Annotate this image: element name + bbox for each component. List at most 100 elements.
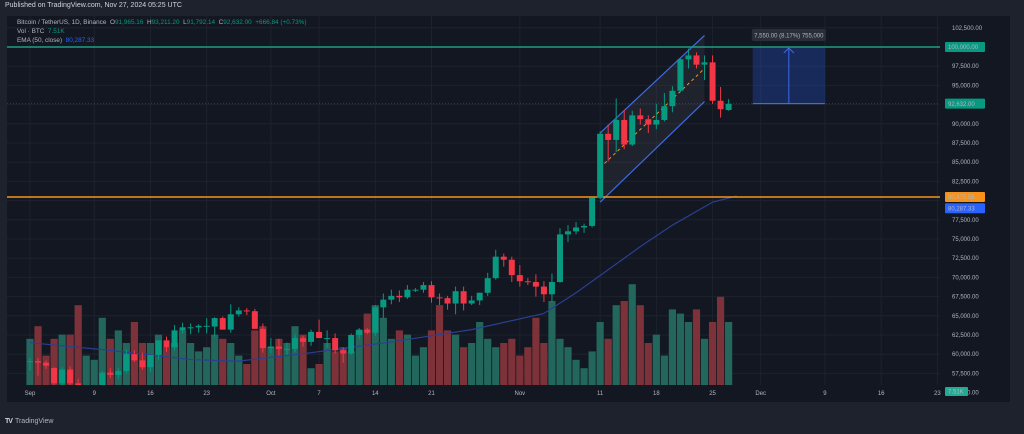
candle-body[interactable] bbox=[573, 227, 580, 232]
candle-body[interactable] bbox=[51, 368, 58, 384]
candle-body[interactable] bbox=[115, 371, 122, 375]
candle-body[interactable] bbox=[300, 338, 307, 342]
candle-body[interactable] bbox=[524, 281, 531, 283]
candle-body[interactable] bbox=[227, 314, 234, 330]
candle-body[interactable] bbox=[404, 289, 411, 298]
candle-body[interactable] bbox=[195, 325, 202, 328]
candle-body[interactable] bbox=[677, 59, 684, 91]
candle-body[interactable] bbox=[476, 292, 483, 301]
candle-body[interactable] bbox=[243, 310, 250, 312]
candle-body[interactable] bbox=[291, 338, 298, 349]
volume-bar bbox=[604, 338, 612, 385]
candle-body[interactable] bbox=[356, 329, 363, 335]
candle-body[interactable] bbox=[35, 361, 42, 363]
candle-body[interactable] bbox=[412, 289, 419, 291]
candle-body[interactable] bbox=[171, 330, 178, 348]
candle-body[interactable] bbox=[187, 327, 194, 329]
candle-body[interactable] bbox=[332, 338, 339, 351]
candle-body[interactable] bbox=[147, 354, 154, 368]
candle-body[interactable] bbox=[107, 372, 114, 375]
candle-body[interactable] bbox=[548, 282, 555, 295]
candle-body[interactable] bbox=[139, 360, 146, 368]
candle-body[interactable] bbox=[605, 133, 612, 140]
candle-body[interactable] bbox=[669, 90, 676, 107]
candle-body[interactable] bbox=[396, 295, 403, 298]
candle-body[interactable] bbox=[267, 346, 274, 349]
published-caption: Published on TradingView.com, Nov 27, 20… bbox=[5, 2, 182, 9]
candle-body[interactable] bbox=[460, 291, 467, 304]
candle-body[interactable] bbox=[428, 285, 435, 298]
price-chart[interactable]: 7,550.00 (8.17%) 755,000 102,500.00 100,00… bbox=[7, 16, 1010, 402]
candle-body[interactable] bbox=[99, 372, 106, 392]
chart-pane[interactable]: 7,550.00 (8.17%) 755,000 102,500.00 100,00… bbox=[7, 16, 1010, 402]
candle-body[interactable] bbox=[693, 55, 700, 65]
candle-body[interactable] bbox=[123, 354, 130, 372]
candle-body[interactable] bbox=[251, 311, 258, 329]
candle-body[interactable] bbox=[316, 331, 323, 339]
candle-body[interactable] bbox=[131, 354, 138, 361]
candle-body[interactable] bbox=[59, 369, 66, 384]
candle-body[interactable] bbox=[380, 299, 387, 308]
candle-body[interactable] bbox=[308, 331, 315, 342]
candle-body[interactable] bbox=[621, 119, 628, 145]
candle-body[interactable] bbox=[364, 329, 371, 333]
candle-body[interactable] bbox=[420, 285, 427, 290]
channel-upper-line[interactable] bbox=[599, 35, 705, 134]
candle-body[interactable] bbox=[532, 282, 539, 287]
candle-body[interactable] bbox=[283, 348, 290, 350]
ema-legend[interactable]: EMA (50, close) 80,287.33 bbox=[17, 37, 95, 44]
candle-body[interactable] bbox=[484, 278, 491, 293]
candle-body[interactable] bbox=[203, 325, 210, 327]
candle-body[interactable] bbox=[661, 106, 668, 120]
candle-body[interactable] bbox=[613, 119, 620, 140]
candle-body[interactable] bbox=[155, 340, 162, 355]
candle-body[interactable] bbox=[597, 133, 604, 198]
candle-body[interactable] bbox=[436, 297, 443, 299]
candle-body[interactable] bbox=[508, 259, 515, 276]
candle-body[interactable] bbox=[348, 335, 355, 354]
symbol-title: Bitcoin / TetherUS, 1D, Binance bbox=[17, 19, 107, 26]
candle-body[interactable] bbox=[581, 225, 588, 228]
candle-body[interactable] bbox=[725, 103, 732, 110]
candle-body[interactable] bbox=[324, 338, 331, 340]
candle-body[interactable] bbox=[709, 62, 716, 101]
candle-body[interactable] bbox=[589, 197, 596, 226]
channel-lower-line[interactable] bbox=[599, 101, 705, 203]
candle-body[interactable] bbox=[653, 119, 660, 125]
candle-body[interactable] bbox=[43, 362, 50, 366]
volume-legend[interactable]: Vol · BTC 7.51K bbox=[17, 28, 65, 35]
candle-body[interactable] bbox=[219, 318, 226, 330]
candle-body[interactable] bbox=[629, 115, 636, 145]
candle-body[interactable] bbox=[516, 275, 523, 282]
candle-body[interactable] bbox=[372, 307, 379, 333]
candle-body[interactable] bbox=[67, 369, 74, 384]
candle-body[interactable] bbox=[701, 62, 708, 65]
candle-body[interactable] bbox=[468, 300, 475, 304]
candle-body[interactable] bbox=[645, 119, 652, 125]
candle-body[interactable] bbox=[556, 234, 563, 283]
time-axis[interactable] bbox=[7, 385, 940, 402]
candle-body[interactable] bbox=[275, 346, 282, 349]
candle-body[interactable] bbox=[492, 256, 499, 279]
candle-body[interactable] bbox=[540, 286, 547, 295]
candle-body[interactable] bbox=[717, 100, 724, 110]
candle-body[interactable] bbox=[452, 291, 459, 304]
volume-bar bbox=[243, 364, 251, 385]
volume-bar bbox=[195, 351, 203, 385]
candle-body[interactable] bbox=[500, 256, 507, 260]
candle-body[interactable] bbox=[179, 327, 186, 331]
candle-body[interactable] bbox=[637, 115, 644, 120]
volume-bar bbox=[66, 334, 74, 385]
volume-bar bbox=[476, 322, 484, 385]
candle-body[interactable] bbox=[388, 295, 395, 300]
candle-body[interactable] bbox=[211, 318, 218, 327]
candle-body[interactable] bbox=[259, 328, 266, 349]
candle-body[interactable] bbox=[444, 298, 451, 304]
price-tick: 75,000.00 bbox=[952, 237, 979, 243]
candle-body[interactable] bbox=[565, 231, 572, 235]
candle-body[interactable] bbox=[27, 361, 33, 363]
candle-body[interactable] bbox=[235, 310, 242, 315]
candle-body[interactable] bbox=[685, 55, 692, 60]
candle-body[interactable] bbox=[340, 350, 347, 354]
candle-body[interactable] bbox=[163, 340, 170, 348]
